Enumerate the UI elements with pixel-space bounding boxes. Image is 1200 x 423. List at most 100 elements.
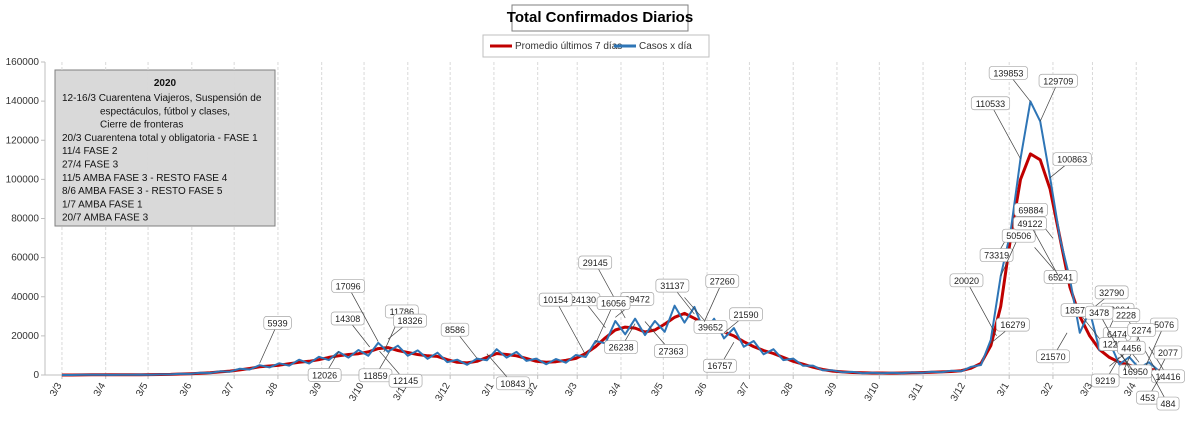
annotation-box: [1038, 73, 1078, 88]
annotation-box: [331, 279, 366, 293]
annotation-label: 10843: [500, 379, 525, 389]
annotation-box: [1156, 396, 1180, 411]
annotation-box: [949, 273, 984, 288]
annotation-box: [703, 358, 737, 373]
annotation-leader: [259, 323, 278, 364]
y-tick-label: 100000: [6, 174, 40, 185]
annotation-box: [440, 322, 470, 337]
annotation-box: [263, 316, 292, 330]
series-line: [61, 100, 1160, 376]
annotation-label: 16950: [1123, 367, 1148, 377]
annotation-label: 21590: [734, 310, 759, 320]
annotation-box: [496, 376, 530, 391]
annotation-label: 3478: [1089, 308, 1109, 318]
annotation-label: 16757: [707, 361, 732, 371]
annotation-label: 5076: [1154, 320, 1174, 330]
annotation-box: [307, 368, 342, 382]
y-tick-label: 60000: [11, 253, 39, 264]
annotation-leader: [347, 286, 379, 342]
y-tick-label: 160000: [6, 57, 40, 68]
annotation-label: 2228: [1116, 311, 1136, 321]
annotation-box: [1085, 305, 1114, 320]
annotation-label: 69884: [1018, 205, 1043, 215]
annotation-leader: [1098, 313, 1130, 369]
annotation-box: [578, 255, 613, 270]
annotation-box: [596, 296, 631, 310]
annotation-label: 21570: [1041, 352, 1066, 362]
y-tick-label: 0: [33, 370, 39, 381]
annotation-box: [979, 248, 1014, 262]
note-line: 1/7 AMBA FASE 1: [62, 199, 143, 210]
annotation-label: 17096: [336, 282, 361, 292]
annotation-box: [729, 307, 763, 322]
annotation-label: 32790: [1099, 288, 1124, 298]
annotation-leader: [990, 103, 1021, 159]
annotation-label: 49122: [1017, 219, 1042, 229]
annotation-box: [693, 320, 728, 334]
annotation-box: [1052, 152, 1092, 167]
annotation-label: 139853: [993, 68, 1023, 78]
annotation-label: 12026: [312, 370, 337, 380]
annotation-label: 110533: [976, 99, 1005, 109]
legend-label: Casos x día: [639, 41, 692, 52]
note-line: 11/5 AMBA FASE 3 - RESTO FASE 4: [62, 173, 228, 184]
annotation-label: 16279: [1000, 320, 1025, 330]
annotation-box: [1127, 323, 1156, 337]
annotation-label: 10154: [543, 295, 568, 305]
note-box: [54, 69, 276, 227]
annotation-label: 9219: [1095, 376, 1115, 386]
annotation-label: 484: [1160, 399, 1175, 409]
annotation-label: 26238: [609, 343, 634, 353]
note-line: Cierre de fronteras: [100, 120, 183, 131]
title-box: [511, 4, 689, 32]
annotation-box: [1151, 369, 1185, 384]
annotation-box: [1043, 270, 1078, 284]
annotation-label: 11786: [390, 307, 414, 317]
annotation-box: [604, 340, 638, 355]
annotation-label: 18573: [1065, 306, 1090, 316]
annotation-label: 24130: [571, 295, 596, 305]
annotation-label: 2077: [1158, 348, 1178, 358]
chart-title: Total Confirmados Diarios: [507, 9, 693, 26]
annotation-box: [1094, 285, 1129, 300]
annotation-box: [1091, 373, 1120, 388]
annotation-box: [1014, 202, 1048, 217]
annotation-leader: [1039, 81, 1059, 122]
annotation-label: 453: [1140, 393, 1155, 403]
annotation-label: 50506: [1006, 231, 1031, 241]
annotation-label: 29145: [583, 258, 608, 268]
y-tick-label: 80000: [11, 214, 39, 225]
annotation-label: 16056: [601, 299, 626, 309]
annotation-label: 6474: [1107, 329, 1127, 339]
annotation-leader: [595, 303, 614, 344]
annotation-box: [538, 292, 573, 307]
annotation-label: 4456: [1121, 343, 1141, 353]
annotation-box: [330, 311, 365, 326]
annotation-box: [988, 66, 1028, 80]
annotation-label: 29472: [625, 294, 650, 304]
annotation-label: 2274: [1132, 326, 1152, 336]
annotation-label: 14308: [335, 314, 360, 324]
annotation-leader: [1029, 223, 1061, 280]
annotation-label: 65241: [1048, 272, 1073, 282]
annotation-label: 8586: [445, 325, 465, 335]
y-tick-label: 40000: [11, 292, 39, 303]
annotation-box: [1117, 340, 1146, 355]
annotation-box: [970, 96, 1011, 111]
annotation-box: [655, 278, 690, 293]
annotation-leader: [966, 280, 997, 337]
annotation-label: 100863: [1057, 155, 1087, 165]
y-tick-label: 20000: [11, 331, 39, 342]
annotation-box: [388, 373, 423, 388]
note-title: 2020: [154, 78, 177, 89]
annotation-box: [995, 317, 1030, 332]
note-line: 12-16/3 Cuarentena Viajeros, Suspensión …: [62, 93, 262, 104]
note-line: 11/4 FASE 2: [62, 146, 118, 157]
annotation-label: 73319: [984, 251, 1009, 261]
annotation-label: 5939: [268, 318, 288, 328]
annotation-box: [393, 313, 427, 328]
note-line: 8/6 AMBA FASE 3 - RESTO FASE 5: [62, 186, 223, 197]
annotation-label: 129709: [1043, 76, 1073, 86]
annotation-label: 20020: [954, 276, 979, 286]
